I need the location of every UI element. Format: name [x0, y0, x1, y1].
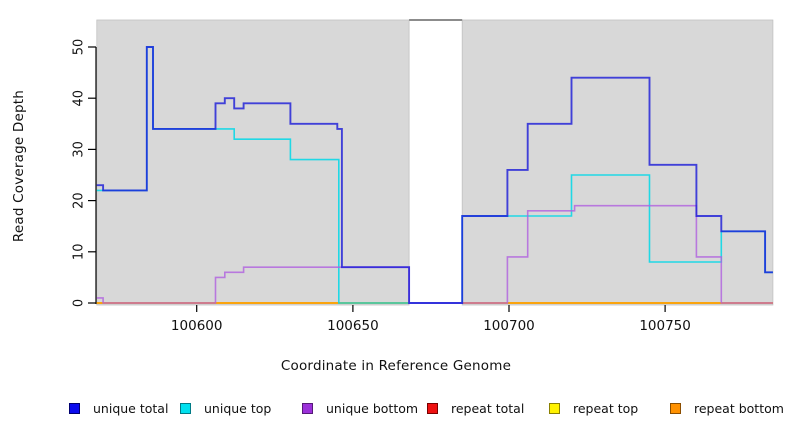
unique-bottom-swatch-icon [302, 402, 313, 414]
legend-item-repeat-bottom: repeat bottom [670, 399, 784, 417]
legend-label: unique total [93, 400, 169, 416]
unique-total-swatch-icon [69, 402, 80, 414]
unique-top-swatch-icon [180, 402, 191, 414]
legend-label: unique bottom [326, 400, 419, 416]
chart-legend: unique total unique top unique bottom re… [0, 399, 792, 421]
legend-label: repeat top [573, 400, 639, 416]
x-tick-label: 100600 [171, 318, 223, 334]
legend-item-unique-total: unique total [69, 399, 168, 417]
legend-item-repeat-total: repeat total [427, 399, 524, 417]
x-tick-label: 100650 [327, 318, 379, 334]
repeat-region-panel [96, 19, 410, 306]
y-tick-label: 10 [72, 244, 87, 261]
y-tick-label: 30 [72, 141, 87, 158]
x-axis-title: Coordinate in Reference Genome [280, 358, 512, 374]
legend-item-repeat-top: repeat top [549, 399, 638, 417]
legend-label: unique top [204, 400, 272, 416]
y-tick-label: 40 [72, 90, 87, 107]
y-axis-title: Read Coverage Depth [11, 89, 27, 243]
x-tick-label: 100750 [639, 318, 691, 334]
x-tick-label: 100700 [483, 318, 535, 334]
repeat-total-swatch-icon [427, 402, 438, 414]
repeat-bottom-swatch-icon [670, 402, 681, 414]
coverage-chart-canvas: 0 10 20 30 40 50 100600 100650 100700 100750 [72, 19, 774, 334]
legend-item-unique-top: unique top [180, 399, 271, 417]
series-unique-total [96, 46, 773, 304]
y-tick-label: 20 [72, 192, 87, 209]
legend-item-unique-bottom: unique bottom [302, 399, 418, 417]
y-tick-label: 0 [72, 299, 87, 307]
legend-label: repeat bottom [694, 400, 784, 416]
repeat-region-panel [461, 19, 774, 306]
y-tick-label: 50 [72, 39, 87, 56]
repeat-top-swatch-icon [549, 402, 560, 414]
legend-label: repeat total [451, 400, 525, 416]
